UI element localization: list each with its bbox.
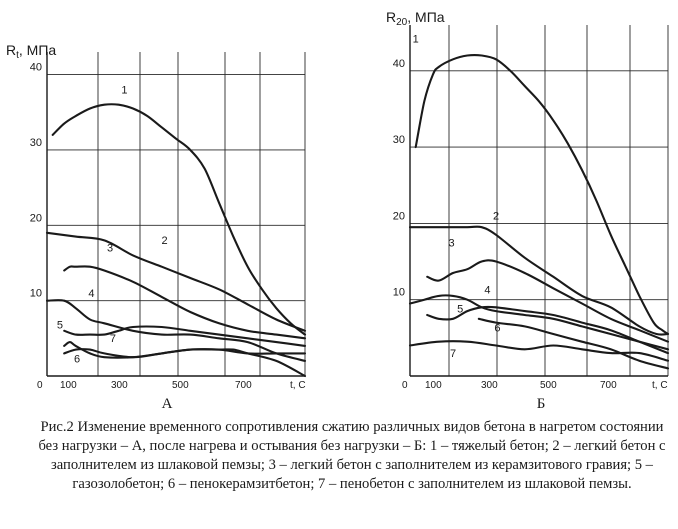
x-tick-label: 0: [402, 380, 408, 391]
curve-label-3: 3: [107, 243, 113, 255]
y-tick-label: 10: [393, 287, 405, 299]
curve-label-7: 7: [110, 333, 116, 345]
curve-label-2: 2: [493, 211, 499, 223]
panel-label: А: [162, 396, 173, 412]
y-tick-label: 40: [30, 62, 42, 74]
y-tick-label: 20: [30, 212, 42, 224]
curve-label-3: 3: [449, 237, 455, 249]
series-line-3: [426, 259, 670, 343]
x-tick-label: t, C: [652, 380, 668, 391]
curve-label-6: 6: [74, 353, 80, 365]
panel-label: Б: [537, 396, 546, 412]
x-tick-label: 300: [481, 380, 498, 391]
grid: [409, 25, 669, 376]
curve-label-7: 7: [450, 348, 456, 360]
y-axis-label: Rt, МПа: [6, 42, 56, 61]
curve-label-6: 6: [494, 323, 500, 335]
curve-label-2: 2: [161, 235, 167, 247]
figure-caption: Рис.2 Изменение временного сопротивления…: [38, 419, 666, 492]
y-axis-label: R20, МПа: [386, 9, 445, 28]
y-tick-label: 20: [393, 210, 405, 222]
x-tick-label: 700: [600, 380, 617, 391]
series-line-5: [426, 305, 670, 355]
series-line-2: [45, 231, 307, 332]
y-tick-label: 30: [393, 134, 405, 146]
series-line-2: [408, 225, 670, 336]
y-tick-label: 10: [30, 288, 42, 300]
series-line-6: [477, 317, 670, 370]
curve-label-1: 1: [413, 34, 419, 46]
x-tick-label: t, C: [290, 380, 306, 391]
x-tick-label: 0: [37, 380, 43, 391]
series-line-4: [408, 294, 670, 351]
curve-label-4: 4: [484, 285, 490, 297]
series-line-7: [63, 348, 307, 359]
x-tick-label: 100: [60, 380, 77, 391]
chart-panel-a: 10 20 30 40 0 100 300 500 700 t, C Rt, МПа А 1 2 3 4 5 6 7: [6, 42, 307, 412]
x-tick-label: 100: [425, 380, 442, 391]
curve-label-4: 4: [88, 288, 94, 300]
y-tick-label: 40: [393, 58, 405, 70]
series-line-6: [63, 341, 307, 378]
series-line-7: [408, 340, 670, 362]
series-line-1: [51, 103, 307, 336]
series-line-4: [45, 299, 307, 362]
curve-label-5: 5: [457, 304, 463, 316]
x-tick-label: 500: [172, 380, 189, 391]
chart-panel-b: 10 20 30 40 0 100 300 500 700 t, C R20, МПа Б 1 2 3 4 5 6…: [386, 9, 670, 412]
series-line-5: [63, 325, 307, 347]
series-line-1: [414, 54, 670, 336]
x-tick-label: 500: [540, 380, 557, 391]
series-line-3: [63, 265, 307, 340]
curve-label-5: 5: [57, 320, 63, 332]
y-tick-label: 30: [30, 137, 42, 149]
x-tick-label: 300: [111, 380, 128, 391]
grid: [46, 52, 306, 376]
x-tick-label: 700: [235, 380, 252, 391]
curve-label-1: 1: [121, 84, 127, 96]
